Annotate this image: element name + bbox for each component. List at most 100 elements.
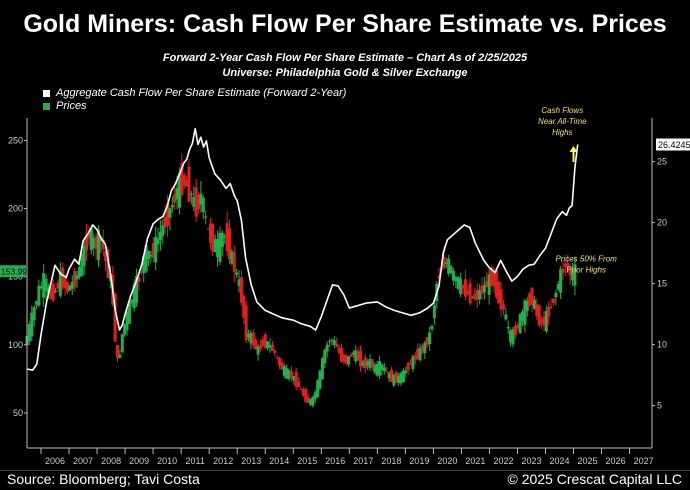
price-candle [432,305,436,319]
x-tick-label: 2025 [578,456,598,466]
price-candle [363,357,367,369]
price-candle [120,334,124,352]
price-candle [96,229,100,261]
price-candle [132,283,136,308]
price-candle [237,279,241,287]
x-tick-label: 2014 [269,456,289,466]
price-candle [361,361,365,366]
x-tick-label: 2022 [493,456,513,466]
price-candle [211,224,215,252]
price-candle [423,342,427,354]
price-candle [123,323,127,335]
price-candle [42,273,46,298]
price-candle [249,332,253,344]
price-candle [139,271,143,273]
price-candle [113,293,117,342]
price-candle [77,267,81,277]
chart-axes: 2006 2007 2008 2009 2010 2011 2012 2013 2014 2015… [0,118,690,466]
price-candle [125,311,129,330]
price-candle [461,285,465,289]
legend-entry-prices: Prices [43,100,87,112]
price-candle [175,188,179,200]
price-candle [39,286,43,289]
price-candle [313,392,317,400]
price-candle [504,314,508,320]
y-right-tick-label: 25 [657,157,667,167]
price-candle [470,296,474,298]
price-candle [308,398,312,405]
price-candle [27,324,31,342]
chart-title: Gold Miners: Cash Flow Per Share Estimat… [23,10,667,38]
price-candle [168,208,172,218]
price-candle [258,345,262,349]
price-candle [449,266,453,273]
price-candle [37,285,41,306]
x-tick-label: 2027 [634,456,654,466]
price-candle [328,341,332,343]
price-candle [487,274,491,295]
price-candle [482,285,486,293]
price-candle [104,251,108,262]
price-candle [411,356,415,369]
price-candle [89,228,93,251]
x-tick-label: 2010 [157,456,177,466]
price-candle [459,278,463,294]
arrow-up-icon-head [569,146,578,152]
annotation-text: Near All-Time [538,117,587,126]
price-candle [149,254,153,257]
price-candle [320,358,324,380]
price-candle [382,367,386,372]
price-candle [63,277,67,289]
price-candle [144,245,148,272]
price-candle [213,239,217,253]
price-candle [428,332,432,345]
price-candle [282,366,286,376]
chart-subtitle: Forward 2-Year Cash Flow Per Share Estim… [162,52,528,64]
price-candle [478,290,482,300]
price-candle [266,341,270,349]
price-candle [454,276,458,282]
price-candle [75,275,79,280]
price-candle [437,276,441,279]
y-right-tick-label: 15 [657,279,667,289]
price-candle [65,282,69,292]
price-candle [373,365,377,373]
price-candle [342,354,346,363]
price-candle [506,326,510,329]
price-candle [30,312,34,337]
price-candle [409,363,413,365]
price-candle [339,347,343,362]
x-tick-label: 2006 [45,456,65,466]
price-candle [254,339,258,350]
price-candle [201,197,205,213]
price-candle [468,283,472,304]
price-candle [389,370,393,382]
price-candle [244,305,248,341]
price-candle [311,396,315,406]
price-candle [156,238,160,245]
price-candle [151,243,155,258]
price-candle [118,354,122,358]
legend-swatch-cashflow [43,89,50,97]
price-candle [406,363,410,371]
x-tick-label: 2017 [353,456,373,466]
legend-swatch-prices [43,102,50,110]
price-candle [54,290,58,292]
price-candle [356,352,360,361]
annotation-text: Cash Flows [541,106,583,115]
price-candle [497,281,501,303]
price-candle [70,282,74,289]
price-candle [380,364,384,371]
price-candle [32,307,36,321]
x-tick-label: 2026 [606,456,626,466]
cashflow-series-line [26,127,579,372]
x-tick-label: 2008 [101,456,121,466]
footer: Source: Bloomberg; Tavi Costa © 2025 Cre… [0,470,690,490]
price-candle [344,355,348,364]
price-candle [325,344,329,352]
price-candle [192,196,196,207]
price-candle [256,346,260,355]
price-candle [146,250,150,260]
x-tick-label: 2023 [521,456,541,466]
price-candle [330,339,334,341]
